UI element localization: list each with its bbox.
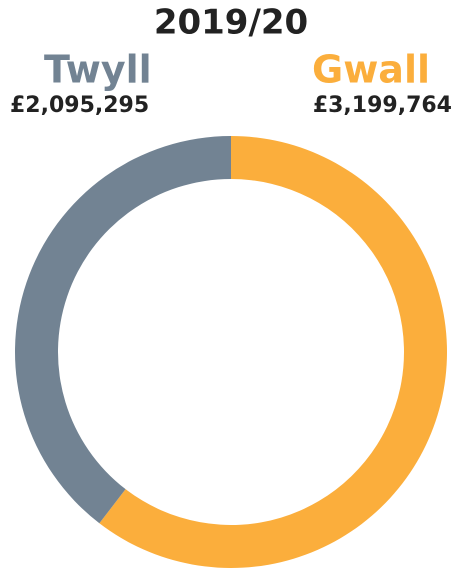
chart-title: 2019/20 <box>154 3 308 43</box>
donut-segment <box>14 136 231 524</box>
legend-label: Gwall <box>312 48 430 92</box>
value-label: £3,199,764 <box>313 93 452 118</box>
donut-segment <box>99 136 447 568</box>
value-label: £2,095,295 <box>10 93 149 118</box>
legend-label: Twyll <box>44 48 152 92</box>
